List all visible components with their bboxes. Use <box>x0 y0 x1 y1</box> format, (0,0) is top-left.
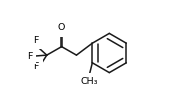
Text: O: O <box>58 23 65 32</box>
Text: CH₃: CH₃ <box>80 77 98 86</box>
Text: F: F <box>34 36 39 45</box>
Text: F: F <box>34 62 39 71</box>
Text: F: F <box>27 52 33 61</box>
